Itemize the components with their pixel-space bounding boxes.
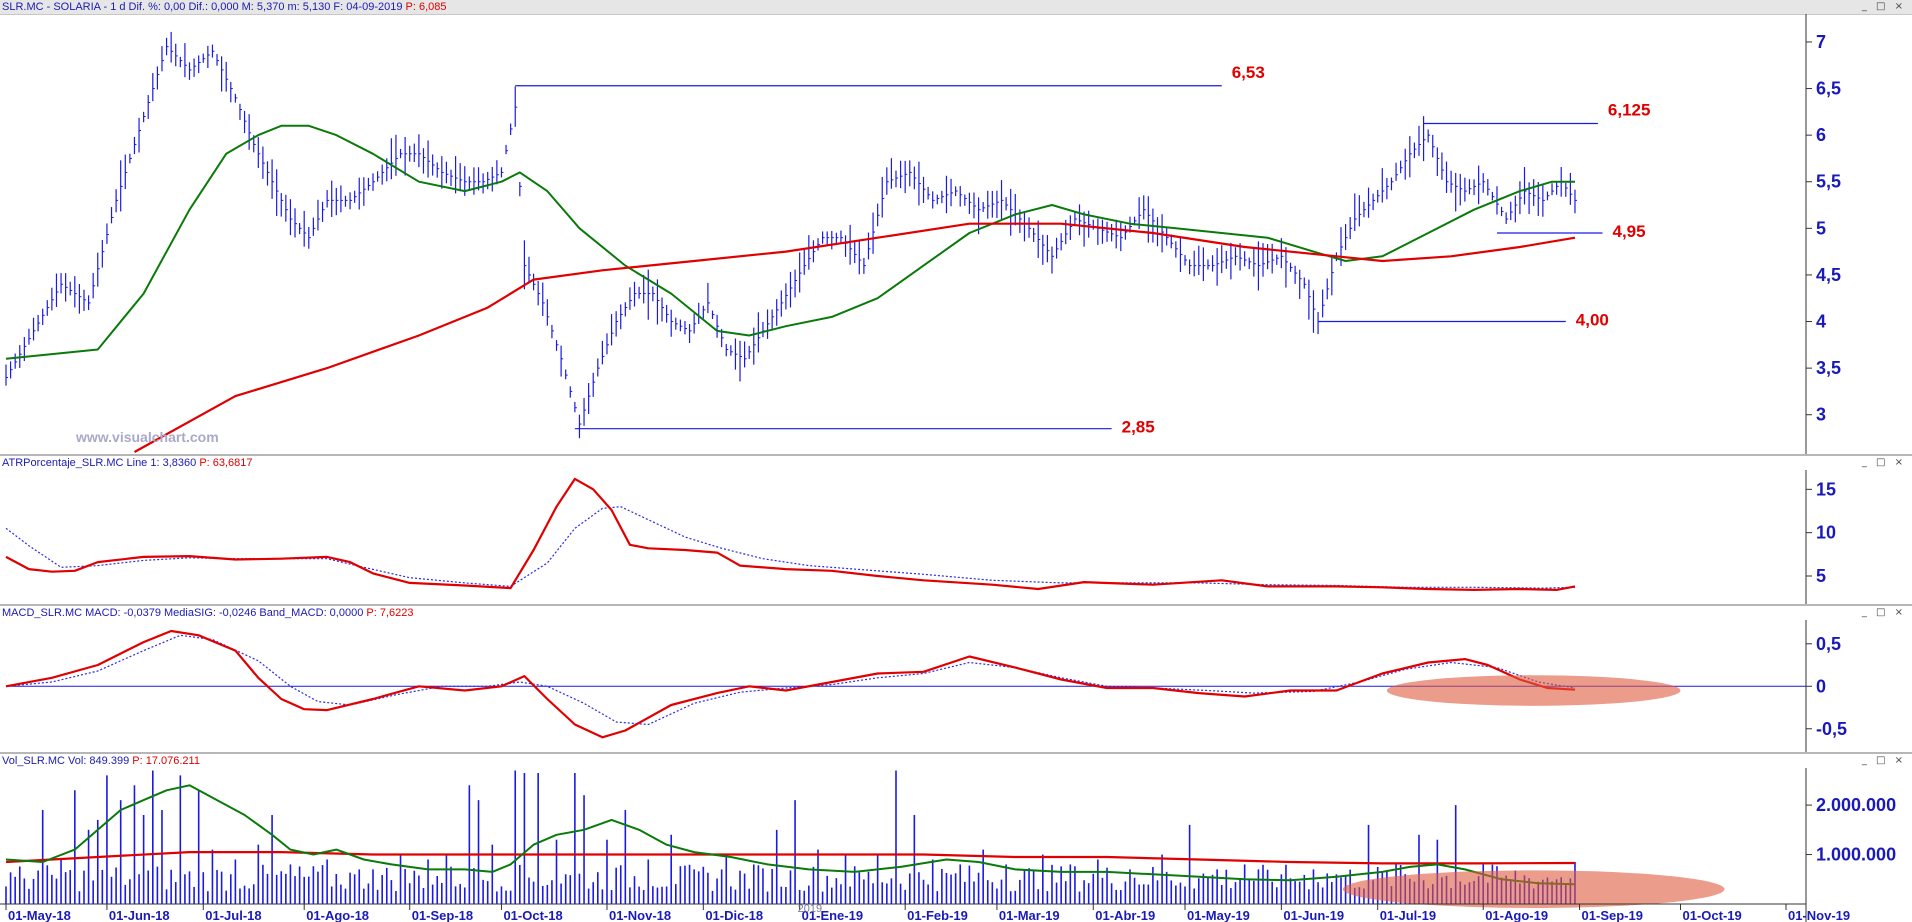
atr-panel-last: P: 63,6817 — [199, 457, 253, 469]
x-tick-label: 01-Sep-19 — [1582, 908, 1643, 922]
volume-bars — [5, 770, 1576, 904]
macd-chart: 0,5 0 -0,5 — [5, 620, 1847, 752]
x-tick-label: 01-Ago-18 — [306, 908, 369, 922]
price-bars — [5, 31, 1577, 439]
series-vol-ma-red — [5, 851, 1576, 865]
price-panel-window-controls[interactable]: _ □ × — [1861, 1, 1906, 12]
price-chart: 7 6,5 6 5,5 5 4,5 4 3,5 3 6,53 6,125 4,95 4,00 2,85 — [5, 14, 1841, 454]
series-ma-red — [133, 222, 1576, 453]
y-tick-label: 15 — [1816, 479, 1836, 499]
volume-chart: 2.000.000 1.000.000 01-May-18 01-Jun-18 01-J… — [0, 768, 1896, 922]
highlight-ellipse — [1342, 870, 1725, 908]
macd-panel: MACD_SLR.MC MACD: -0,0379 MediaSIG: -0,0… — [0, 606, 1912, 752]
y-tick-label: 5 — [1816, 566, 1826, 586]
x-tick-label: 01-Oct-19 — [1682, 908, 1741, 922]
series-atr — [5, 477, 1576, 591]
price-panel-last: P: 6,085 — [405, 1, 447, 13]
y-tick-label: 4 — [1816, 312, 1826, 332]
volume-panel-window-controls[interactable]: _ □ × — [1861, 755, 1906, 766]
x-tick-label: 01-Oct-18 — [503, 908, 562, 922]
level-label: 4,00 — [1576, 311, 1609, 330]
level-label: 2,85 — [1122, 418, 1155, 437]
volume-panel-title: Vol_SLR.MC Vol: 849.399 — [2, 755, 130, 767]
level-label: 6,53 — [1232, 63, 1265, 82]
macd-panel-header: MACD_SLR.MC MACD: -0,0379 MediaSIG: -0,0… — [0, 606, 1912, 620]
atr-chart: 15 10 5 — [5, 470, 1836, 604]
series-macd-signal — [5, 634, 1576, 726]
y-tick-label: 6,5 — [1816, 79, 1841, 99]
panel-separator[interactable] — [0, 752, 1912, 754]
x-tick-label: 01-Sep-18 — [412, 908, 473, 922]
y-tick-label: 5,5 — [1816, 172, 1841, 192]
x-tick-label: 01-Ago-19 — [1485, 908, 1548, 922]
year-label: 2019 — [798, 903, 822, 915]
atr-panel-header: ATRPorcentaje_SLR.MC Line 1: 3,8360 P: 6… — [0, 456, 1912, 470]
x-tick-label: 01-Jul-18 — [205, 908, 261, 922]
panel-separator[interactable] — [0, 454, 1912, 456]
y-tick-label: 3 — [1816, 405, 1826, 425]
atr-panel-title: ATRPorcentaje_SLR.MC Line 1: 3,8360 — [2, 457, 197, 469]
price-panel-header: SLR.MC - SOLARIA - 1 d Dif. %: 0,00 Dif.… — [0, 0, 1912, 15]
x-tick-label: 01-May-19 — [1187, 908, 1250, 922]
x-tick-label: 01-Feb-19 — [907, 908, 968, 922]
macd-panel-title: MACD_SLR.MC MACD: -0,0379 MediaSIG: -0,0… — [2, 607, 364, 619]
series-ma-green — [5, 124, 1575, 360]
macd-panel-window-controls[interactable]: _ □ × — [1861, 607, 1906, 618]
x-tick-label: 01-May-18 — [8, 908, 71, 922]
atr-panel: ATRPorcentaje_SLR.MC Line 1: 3,8360 P: 6… — [0, 456, 1912, 604]
y-tick-label: -0,5 — [1816, 719, 1847, 739]
x-tick-label: 01-Jun-19 — [1283, 908, 1344, 922]
y-tick-label: 1.000.000 — [1816, 845, 1896, 865]
volume-panel: Vol_SLR.MC Vol: 849.399 P: 17.076.211 _ … — [0, 754, 1912, 922]
level-label: 6,125 — [1608, 101, 1651, 120]
x-tick-label: 01-Nov-19 — [1788, 908, 1850, 922]
series-macd — [5, 629, 1576, 739]
price-panel: SLR.MC - SOLARIA - 1 d Dif. %: 0,00 Dif.… — [0, 0, 1912, 454]
atr-panel-window-controls[interactable]: _ □ × — [1861, 457, 1906, 468]
watermark: www.visualchart.com — [76, 429, 219, 445]
macd-panel-last: P: 7,6223 — [366, 607, 414, 619]
y-tick-label: 2.000.000 — [1816, 795, 1896, 815]
y-tick-label: 0,5 — [1816, 634, 1841, 654]
x-tick-label: 01-Ene-19 — [802, 908, 863, 922]
level-label: 4,95 — [1612, 222, 1645, 241]
volume-panel-last: P: 17.076.211 — [132, 755, 200, 767]
panel-separator[interactable] — [0, 604, 1912, 606]
x-tick-label: 01-Jun-18 — [109, 908, 170, 922]
price-panel-title: SLR.MC - SOLARIA - 1 d Dif. %: 0,00 Dif.… — [2, 1, 403, 13]
highlight-ellipse — [1386, 675, 1681, 706]
y-tick-label: 10 — [1816, 523, 1836, 543]
volume-panel-header: Vol_SLR.MC Vol: 849.399 P: 17.076.211 — [0, 754, 1912, 768]
y-tick-label: 3,5 — [1816, 358, 1841, 378]
series-atr-signal — [5, 506, 1576, 589]
series-vol-ma-green — [5, 784, 1576, 886]
x-tick-label: 01-Abr-19 — [1095, 908, 1155, 922]
y-tick-label: 0 — [1816, 676, 1826, 696]
x-tick-label: 01-Jul-19 — [1380, 908, 1436, 922]
x-tick-label: 01-Mar-19 — [999, 908, 1060, 922]
y-tick-label: 6 — [1816, 125, 1826, 145]
x-tick-label: 01-Dic-18 — [705, 908, 763, 922]
y-tick-label: 5 — [1816, 218, 1826, 238]
y-tick-label: 4,5 — [1816, 265, 1841, 285]
y-tick-label: 7 — [1816, 32, 1826, 52]
x-tick-label: 01-Nov-18 — [609, 908, 671, 922]
